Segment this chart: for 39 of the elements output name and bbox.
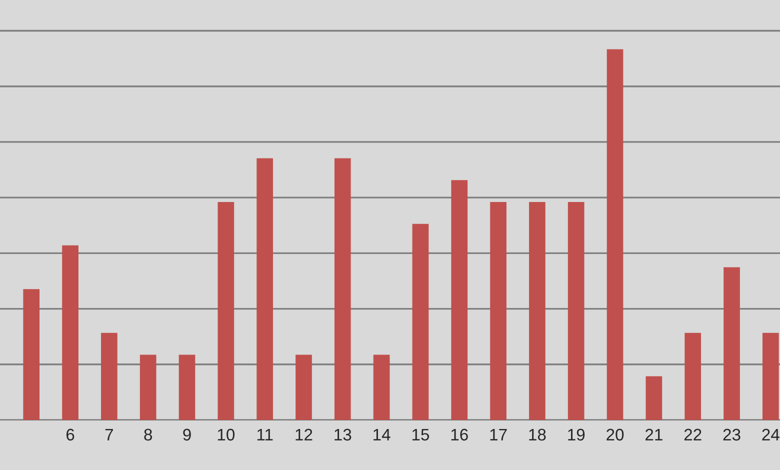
x-tick-label: 20	[606, 428, 624, 441]
x-tick-label: 9	[183, 428, 191, 441]
bar	[606, 49, 624, 420]
bar	[140, 354, 156, 420]
x-tick-label: 13	[334, 428, 352, 441]
bar	[529, 202, 546, 420]
bar	[256, 158, 273, 420]
x-tick-label: 11	[257, 428, 273, 440]
x-tick-label: 14	[374, 428, 390, 440]
bar	[646, 376, 662, 420]
x-tick-label: 6	[66, 428, 74, 441]
x-tick-label: 22	[684, 428, 702, 440]
bar	[296, 354, 312, 420]
bar	[490, 202, 506, 420]
x-tick-label: 24	[762, 428, 780, 440]
bar	[724, 267, 740, 420]
bar	[684, 332, 702, 420]
bar	[101, 332, 118, 420]
bar	[62, 245, 78, 420]
x-tick-label: 15	[412, 428, 430, 441]
x-tick-label: 12	[296, 428, 312, 440]
bar	[451, 180, 468, 420]
bar	[762, 332, 779, 420]
x-tick-label: 17	[490, 428, 507, 440]
x-tick-label: 7	[105, 428, 113, 440]
bar	[23, 289, 40, 420]
x-tick-label: 21	[646, 428, 662, 440]
bar	[568, 202, 584, 420]
x-tick-label: 19	[568, 428, 585, 441]
x-tick-label: 23	[723, 428, 740, 441]
x-tick-label: 10	[218, 428, 235, 441]
bar	[334, 158, 351, 420]
x-tick-label: 8	[144, 428, 152, 441]
bar	[218, 202, 234, 420]
x-tick-label: 18	[529, 428, 546, 441]
bar	[412, 224, 429, 420]
bar	[178, 354, 196, 420]
x-tick-label: 16	[451, 428, 468, 441]
bar	[373, 354, 390, 420]
